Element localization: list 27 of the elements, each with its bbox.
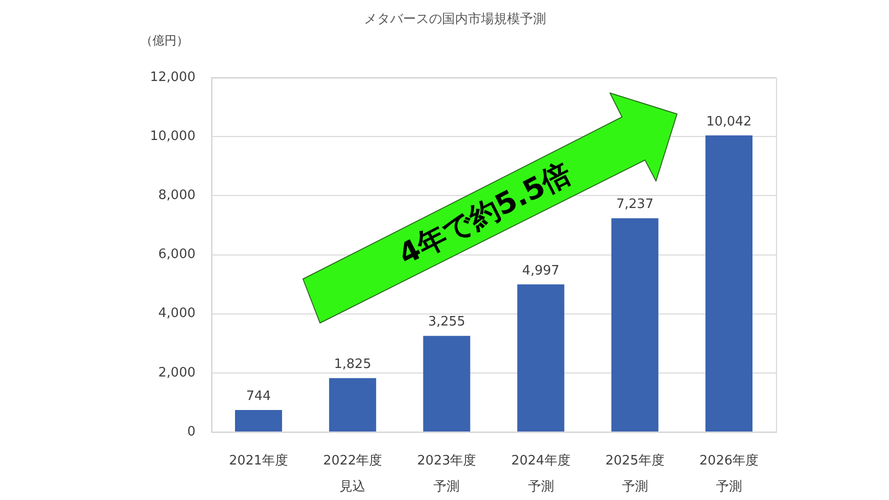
data-label: 3,255 — [428, 314, 466, 330]
y-tick-label: 12,000 — [150, 70, 196, 85]
bar — [611, 218, 658, 432]
data-label: 1,825 — [334, 356, 372, 372]
bar — [423, 336, 470, 432]
data-label: 4,997 — [522, 263, 560, 278]
x-tick-label: 2024年度予測 — [511, 452, 570, 494]
x-tick-label: 2025年度予測 — [605, 452, 664, 494]
bar — [235, 410, 282, 432]
y-tick-label: 0 — [187, 424, 196, 440]
data-label: 7,237 — [616, 197, 654, 212]
y-axis-title: （億円） — [140, 34, 188, 48]
x-tick-label: 2021年度 — [228, 452, 288, 468]
data-label: 744 — [246, 388, 271, 404]
data-label: 10,042 — [706, 114, 752, 130]
y-tick-label: 6,000 — [158, 247, 196, 262]
y-tick-label: 4,000 — [158, 306, 196, 322]
y-tick-label: 8,000 — [158, 188, 196, 204]
x-tick-label: 2023年度予測 — [417, 452, 476, 494]
y-tick-label: 10,000 — [150, 129, 196, 144]
chart-title: メタバースの国内市場規模予測 — [364, 12, 546, 28]
bar — [329, 378, 376, 432]
x-tick-label: 2026年度予測 — [699, 452, 759, 494]
bar — [705, 135, 752, 432]
y-tick-label: 2,000 — [158, 365, 196, 380]
bar — [517, 284, 564, 432]
x-tick-label: 2022年度見込 — [323, 452, 382, 494]
